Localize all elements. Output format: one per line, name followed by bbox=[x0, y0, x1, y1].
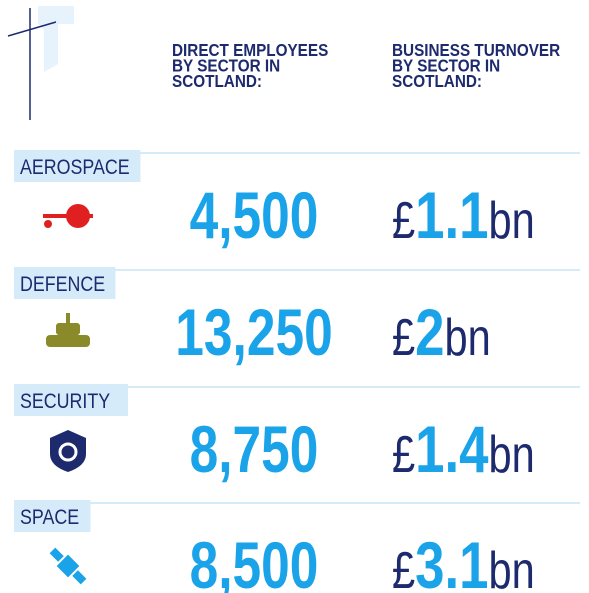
sector-icon bbox=[43, 204, 93, 228]
turnover-value: £2bn bbox=[392, 295, 491, 369]
turnover-symbol: £ bbox=[392, 425, 415, 484]
employees-value: 8,500 bbox=[190, 528, 319, 593]
turnover-symbol: £ bbox=[392, 308, 415, 367]
turnover-unit: bn bbox=[489, 425, 535, 484]
turnover-unit: bn bbox=[489, 541, 535, 593]
turnover-unit: bn bbox=[444, 308, 490, 367]
turnover-amount: 1.1 bbox=[415, 178, 488, 252]
sector-icon bbox=[49, 547, 87, 585]
header-line: BY SECTOR IN bbox=[172, 55, 280, 75]
icon-part bbox=[50, 430, 86, 472]
sector-label: AEROSPACE bbox=[20, 156, 130, 180]
turnover-value: £1.4bn bbox=[392, 412, 535, 486]
sector-label-box bbox=[14, 267, 116, 299]
employees-value: 8,750 bbox=[190, 412, 319, 487]
sector-icon bbox=[46, 313, 90, 347]
header-line: BUSINESS TURNOVER bbox=[392, 40, 560, 60]
icon-part bbox=[44, 220, 52, 228]
sector-label-box bbox=[14, 150, 141, 182]
header-line: DIRECT EMPLOYEES bbox=[172, 40, 328, 60]
employees-value: 4,500 bbox=[190, 178, 319, 253]
header-line: SCOTLAND: bbox=[172, 71, 262, 91]
icon-part bbox=[49, 547, 64, 562]
turnover-amount: 3.1 bbox=[415, 528, 488, 593]
header-line: BY SECTOR IN bbox=[392, 55, 500, 75]
turnover-amount: 2 bbox=[415, 295, 444, 369]
icon-part bbox=[43, 214, 93, 218]
sector-label: SECURITY bbox=[20, 390, 110, 414]
header-line: SCOTLAND: bbox=[392, 71, 482, 91]
sector-label-box bbox=[14, 384, 128, 416]
turnover-amount: 1.4 bbox=[415, 412, 488, 486]
icon-part bbox=[66, 313, 70, 325]
icon-part bbox=[46, 335, 90, 347]
employees-value: 13,250 bbox=[175, 295, 332, 370]
turnover-symbol: £ bbox=[392, 541, 415, 593]
icon-part bbox=[72, 570, 87, 585]
sector-icon bbox=[50, 430, 86, 472]
turnover-value: £1.1bn bbox=[392, 178, 535, 252]
turnover-unit: bn bbox=[489, 191, 535, 250]
turnover-symbol: £ bbox=[392, 191, 415, 250]
sector-label: DEFENCE bbox=[20, 273, 105, 297]
turnover-value: £3.1bn bbox=[392, 528, 535, 593]
logo bbox=[7, 6, 74, 120]
sector-label: SPACE bbox=[20, 506, 79, 530]
icon-part bbox=[56, 323, 80, 335]
icon-part bbox=[58, 442, 78, 462]
sector-label-box bbox=[14, 500, 91, 532]
